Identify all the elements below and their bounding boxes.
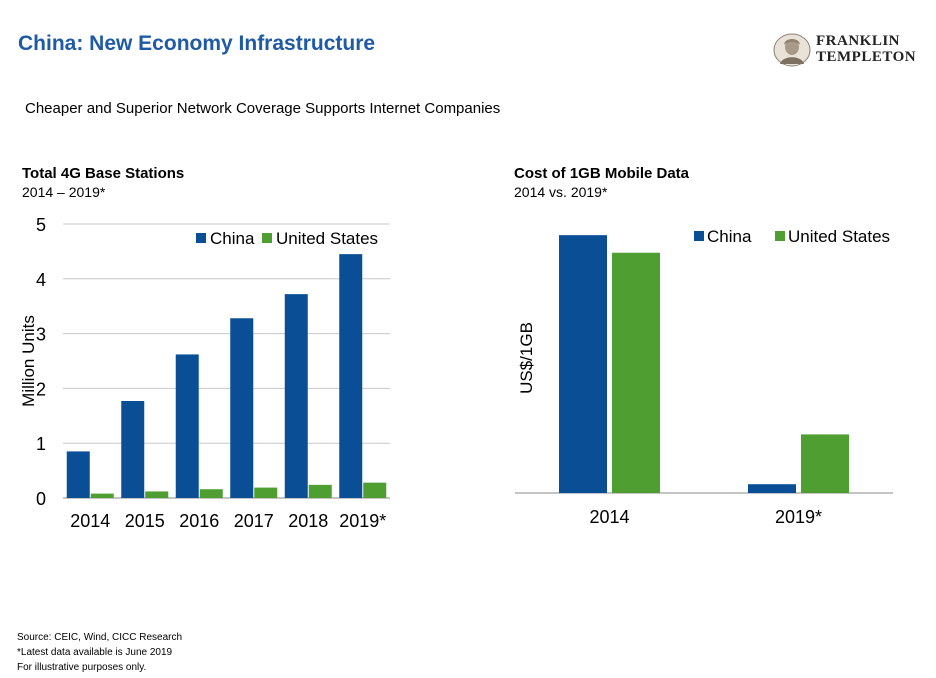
bar-united-states [612,252,660,493]
bar-united-states [90,493,114,498]
chart1-title: Total 4G Base Stations [22,165,185,182]
x-tick-label: 2019* [775,507,822,527]
page-subtitle: Cheaper and Superior Network Coverage Su… [25,100,501,117]
chart1-subtitle: 2014 – 2019* [22,184,106,200]
y-tick-label: 4 [36,270,46,290]
y-tick-label: 1 [36,434,46,454]
bar-united-states [363,482,387,498]
x-tick-label: 2014 [70,511,110,531]
y-tick-label: 2 [36,379,46,399]
portrait-icon [773,33,811,67]
x-tick-label: 2019* [339,511,386,531]
chart2-subtitle: 2014 vs. 2019* [514,184,608,200]
y-axis-label: Million Units [19,315,38,407]
brand-line-1: FRANKLIN [816,33,901,49]
bar-united-states [801,434,849,493]
legend-swatch [262,233,272,243]
page-title: China: New Economy Infrastructure [18,32,376,55]
bar-china [230,318,254,498]
bar-united-states [308,484,332,498]
bar-united-states [254,487,278,498]
bar-china [284,294,308,498]
footnote-source: Source: CEIC, Wind, CICC Research [17,632,183,643]
x-tick-label: 2018 [288,511,328,531]
x-tick-label: 2015 [125,511,165,531]
legend-label: China [210,229,255,248]
bar-china [748,484,796,493]
footnote-latest-data: *Latest data available is June 2019 [17,647,173,658]
bar-united-states [199,489,223,498]
legend-label: United States [788,227,890,246]
franklin-templeton-logo: FRANKLIN TEMPLETON [772,33,922,67]
x-tick-label: 2016 [179,511,219,531]
x-tick-label: 2017 [234,511,274,531]
x-tick-label: 2014 [589,507,629,527]
legend-swatch [775,231,785,241]
y-axis-label: US$/1GB [517,322,536,394]
y-tick-label: 5 [36,215,46,235]
bar-china [339,254,363,498]
bar-china [66,451,90,498]
legend-label: United States [276,229,378,248]
y-tick-label: 3 [36,325,46,345]
footnote-illustrative: For illustrative purposes only. [17,662,147,673]
legend-swatch [694,231,704,241]
legend-label: China [707,227,752,246]
legend-swatch [196,233,206,243]
bar-china [121,401,145,498]
chart2-title: Cost of 1GB Mobile Data [514,165,690,182]
bar-china [175,354,199,498]
brand-line-2: TEMPLETON [816,49,917,65]
bar-china [559,235,607,493]
y-tick-label: 0 [36,489,46,509]
bar-united-states [145,491,169,498]
